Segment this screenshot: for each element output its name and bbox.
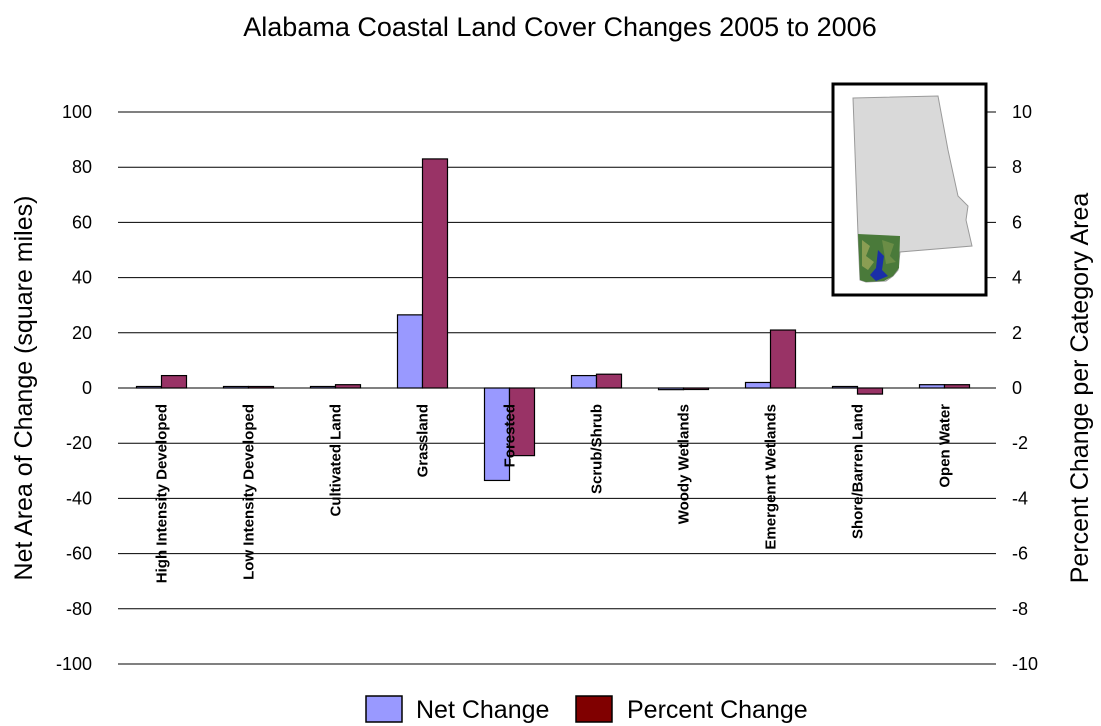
y-tick-label: 60 xyxy=(72,212,92,232)
category-label: Shore/Barren Land xyxy=(850,404,867,539)
bar xyxy=(918,384,946,389)
category-label: Low Intensity Developed xyxy=(241,404,258,580)
bar xyxy=(682,387,710,391)
chart-title: Alabama Coastal Land Cover Changes 2005 … xyxy=(243,12,876,42)
y2-tick-label: -2 xyxy=(1012,433,1028,453)
legend: Net Change Percent Change xyxy=(365,695,808,724)
y2-tick-label: 6 xyxy=(1012,212,1022,232)
y2-tick-label: -8 xyxy=(1012,599,1028,619)
category-label: Open Water xyxy=(937,404,954,488)
bar xyxy=(483,387,511,482)
category-label: Woody Wetlands xyxy=(676,404,693,524)
bar xyxy=(769,329,797,389)
y-tick-label: -60 xyxy=(66,544,92,564)
y2-tick-label: -4 xyxy=(1012,488,1028,508)
bar xyxy=(508,387,536,457)
bar xyxy=(334,384,362,389)
category-label: Emergenrt Wetlands xyxy=(763,404,780,550)
legend-label-net-change: Net Change xyxy=(416,696,549,724)
bar xyxy=(309,385,337,389)
y-tick-label: 100 xyxy=(62,102,92,122)
y-tick-label: 0 xyxy=(82,378,92,398)
legend-label-percent-change: Percent Change xyxy=(627,696,808,724)
category-label: Grassland xyxy=(415,404,432,477)
y2-tick-label: 0 xyxy=(1012,378,1022,398)
bar xyxy=(570,374,598,389)
y2-tick-label: 8 xyxy=(1012,157,1022,177)
y2-tick-label: 4 xyxy=(1012,268,1022,288)
bar xyxy=(421,158,449,389)
y2-tick-label: 2 xyxy=(1012,323,1022,343)
y-tick-label: 20 xyxy=(72,323,92,343)
right-axis-ticks: 10 8 6 4 2 0 -2 -4 -6 -8 -10 xyxy=(1012,102,1038,674)
bar xyxy=(657,387,685,391)
y-tick-label: -40 xyxy=(66,488,92,508)
y-tick-label: -80 xyxy=(66,599,92,619)
legend-swatch-percent-change xyxy=(575,695,613,723)
category-label: Scrub/Shrub xyxy=(589,404,606,494)
y-tick-label: -100 xyxy=(56,654,92,674)
y-tick-label: -20 xyxy=(66,433,92,453)
bar xyxy=(247,385,275,389)
bar xyxy=(222,385,250,389)
bar xyxy=(856,387,884,395)
bar xyxy=(135,385,163,389)
bar xyxy=(396,314,424,389)
category-label: Cultivated Land xyxy=(328,404,345,517)
bar xyxy=(943,384,971,389)
alabama-inset-map xyxy=(831,82,988,297)
legend-swatch-net-change xyxy=(365,695,403,723)
category-labels: High Intensity Developed Low Intensity De… xyxy=(154,404,954,583)
bar xyxy=(160,374,188,389)
y-tick-label: 40 xyxy=(72,268,92,288)
bar xyxy=(744,381,772,389)
y2-axis-title: Percent Change per Category Area xyxy=(1066,193,1094,584)
y2-tick-label: 10 xyxy=(1012,102,1032,122)
bar xyxy=(595,373,623,389)
y-tick-label: 80 xyxy=(72,157,92,177)
bars xyxy=(135,158,971,482)
y-axis-title: Net Area of Change (square miles) xyxy=(10,196,38,581)
category-label: High Intensity Developed xyxy=(154,404,171,583)
y2-tick-label: -10 xyxy=(1012,654,1038,674)
left-axis-ticks: 100 80 60 40 20 0 -20 -40 -60 -80 -100 xyxy=(56,102,92,674)
bar xyxy=(831,385,859,389)
category-label: Forested xyxy=(502,404,519,467)
y2-tick-label: -6 xyxy=(1012,544,1028,564)
